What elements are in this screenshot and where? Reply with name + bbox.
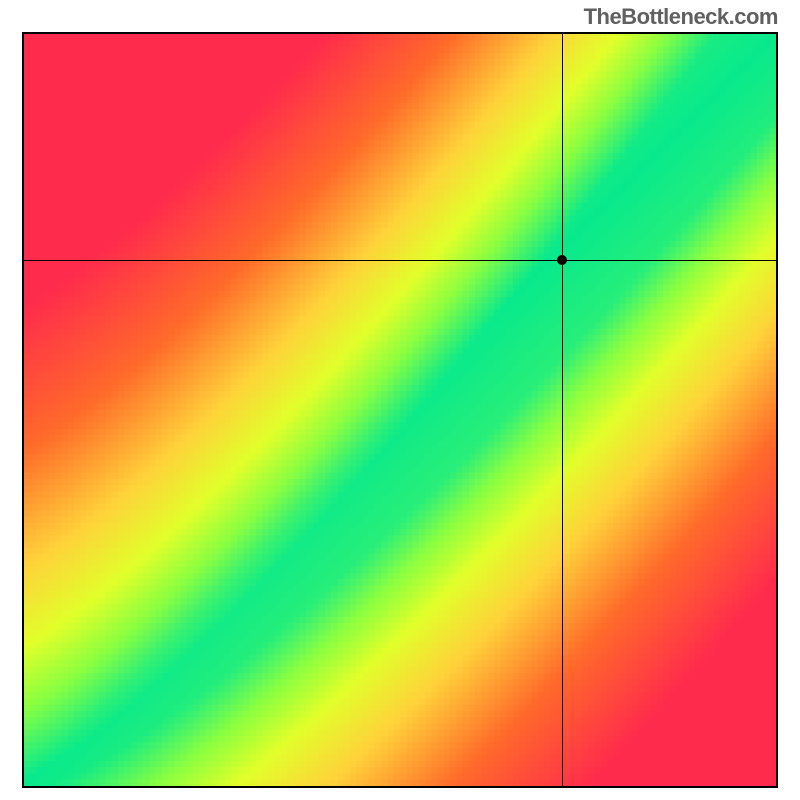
heatmap-canvas (24, 34, 776, 786)
crosshair-horizontal (24, 260, 776, 261)
bottleneck-heatmap (22, 32, 778, 788)
crosshair-vertical (562, 34, 563, 786)
watermark-label: TheBottleneck.com (584, 4, 778, 30)
crosshair-marker (557, 255, 567, 265)
